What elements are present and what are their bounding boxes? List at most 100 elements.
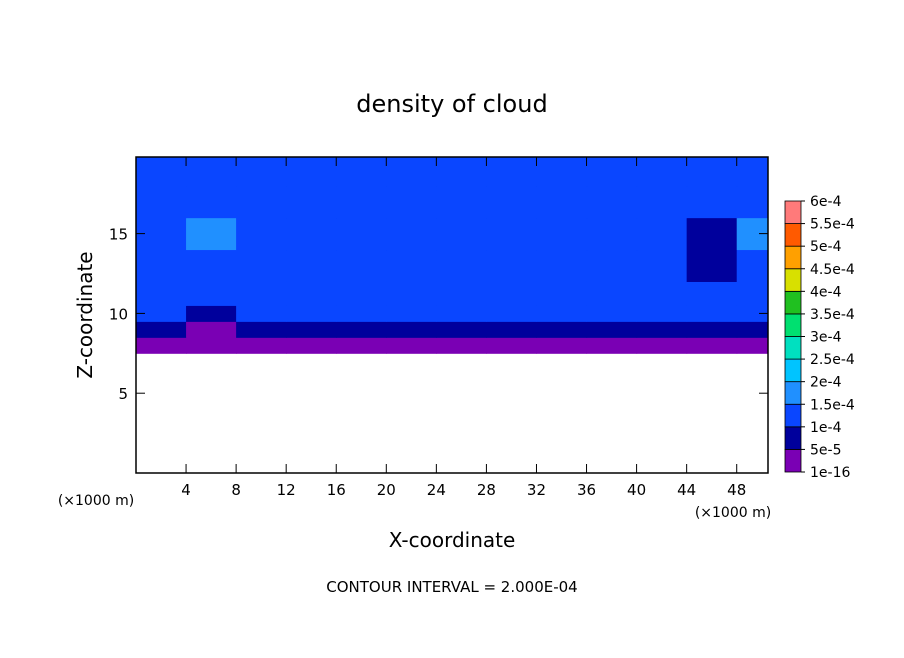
colorbar-label: 4.5e-4 [810,262,855,278]
contour-cell [686,305,738,322]
contour-cell [636,249,688,282]
contour-cell [286,249,337,282]
contour-cell [286,157,337,187]
colorbar: 1e-16 5e-5 1e-4 1.5e-4 2e-4 2.5e-4 3e-4 3.5e-4 4… [784,194,855,481]
contour-cell [536,157,588,187]
colorbar-box [784,381,802,405]
contour-cell [186,321,237,338]
contour-cell [186,249,237,282]
colorbar-box [784,403,802,428]
contour-cell [436,305,487,322]
contour-cell [586,249,638,282]
contour-cell [236,157,287,187]
x-tick-label: 12 [277,481,296,499]
contour-cell [236,337,287,354]
contour-cell [486,321,537,338]
contour-cell [136,305,187,322]
contour-cell [336,249,387,282]
contour-cell [636,185,688,219]
contour-cell [386,305,437,322]
annotation: CONTOUR INTERVAL = 2.000E-04 [326,578,577,596]
contour-cell [436,157,487,187]
contour-cell [686,337,738,354]
contour-cell [736,305,769,322]
contour-cell [336,281,387,306]
x-tick-label: 24 [427,481,446,499]
contour-cell [436,337,487,354]
plot-frame [135,156,769,474]
colorbar-label: 5e-5 [810,442,841,458]
colorbar-label: 1e-16 [810,465,850,481]
chart-title: density of cloud [356,90,547,118]
contour-cell [386,281,437,306]
contour-cell [736,321,769,338]
contour-cell [736,337,769,354]
x-tick-label: 44 [677,481,696,499]
colorbar-box [784,245,802,270]
colorbar-box [784,336,802,360]
contour-cell [686,249,738,282]
contour-cell [536,281,588,306]
colorbar-box [784,200,802,224]
x-unit-label: (×1000 m) [58,493,134,509]
contour-cell [286,281,337,306]
contour-cell [486,217,537,251]
colorbar-box [784,290,802,315]
contour-cell [636,217,688,251]
contour-cell [236,217,287,251]
contour-cell [286,185,337,219]
colorbar-label: 4e-4 [810,284,842,300]
contour-cell [586,157,638,187]
x-tick-label: 4 [181,481,191,499]
contour-cell [136,321,187,338]
contour-cell [536,321,588,338]
colorbar-label: 3e-4 [810,330,842,346]
colorbar-label: 5.5e-4 [810,217,855,233]
contour-cell [436,185,487,219]
contour-cell [136,281,187,306]
x-tick-label: 8 [231,481,241,499]
colorbar-box [784,223,802,247]
contour-cell [336,157,387,187]
contour-cell [336,337,387,354]
contour-cell [436,281,487,306]
contour-cell [386,337,437,354]
contour-cell [586,281,638,306]
contour-cell [586,185,638,219]
contour-cell [686,217,738,251]
contour-cell [536,305,588,322]
colorbar-label: 5e-4 [810,239,842,255]
contour-cell [386,185,437,219]
contour-cell [536,337,588,354]
contour-cell [586,321,638,338]
contour-cell [436,217,487,251]
contour-cell [586,337,638,354]
colorbar-label: 1e-4 [810,420,842,436]
contour-cell [486,305,537,322]
contour-cell [186,157,237,187]
contour-cell [186,217,237,251]
contour-cell [136,185,187,219]
contour-cell [336,305,387,322]
contour-cell [636,305,688,322]
contour-cell [686,281,738,306]
colorbar-label: 6e-4 [810,194,842,210]
x-unit-label: (×1000 m) [695,505,771,521]
contour-cell [686,321,738,338]
contour-cell [386,321,437,338]
colorbar-box [784,449,802,473]
contour-cell [736,249,769,282]
contour-cell [386,217,437,251]
contour-cell [136,157,187,187]
contour-cell [636,157,688,187]
contour-field [136,157,769,354]
colorbar-label: 2.5e-4 [810,352,855,368]
colorbar-label: 2e-4 [810,375,842,391]
contour-cell [586,305,638,322]
contour-cell [536,249,588,282]
contour-cell [486,157,537,187]
contour-cell [286,305,337,322]
contour-cell [136,337,187,354]
contour-cell [236,249,287,282]
